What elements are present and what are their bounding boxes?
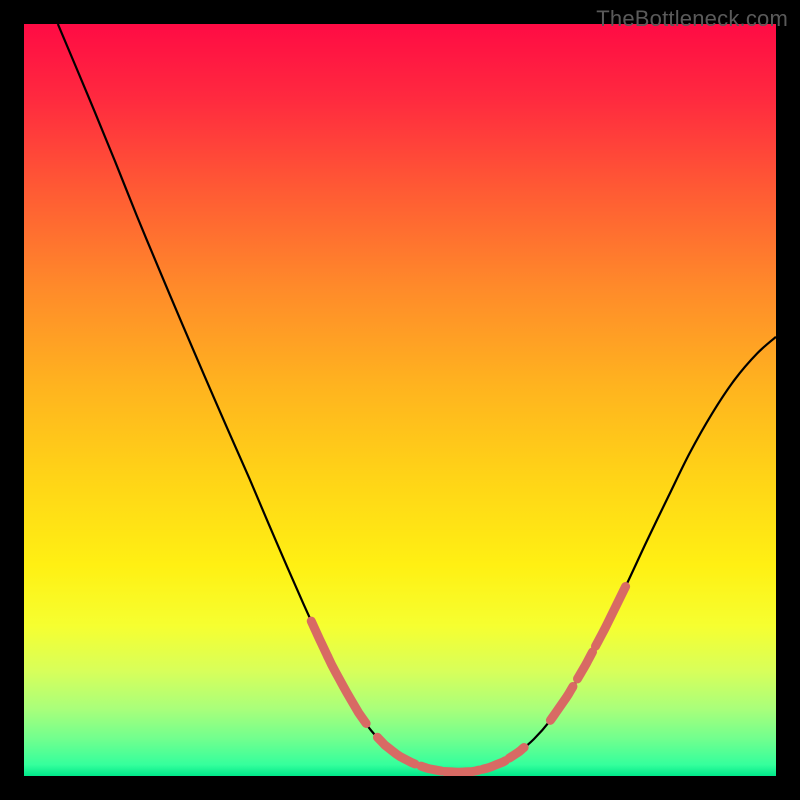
plot-area: [24, 24, 776, 776]
highlight-segment: [445, 770, 479, 772]
highlight-segment: [596, 587, 626, 647]
highlight-segment: [421, 766, 441, 771]
highlight-segment: [328, 657, 366, 724]
curve-layer: [24, 24, 776, 776]
highlight-segment: [377, 737, 415, 764]
watermark-text: TheBottleneck.com: [596, 6, 788, 32]
chart-frame: TheBottleneck.com: [0, 0, 800, 800]
highlight-segment: [509, 747, 524, 758]
highlight-segment: [577, 652, 592, 679]
highlight-segment: [483, 761, 506, 770]
bottleneck-curve: [58, 24, 776, 772]
highlight-segment: [311, 621, 328, 657]
highlight-segment: [550, 687, 573, 721]
